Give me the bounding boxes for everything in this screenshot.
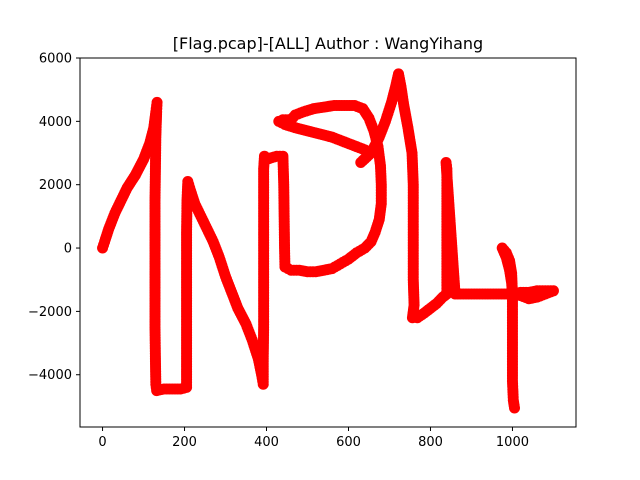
x-tick-label: 800 [418,435,443,450]
plot-frame [79,57,577,428]
chart-title: [Flag.pcap]-[ALL] Author : WangYihang [173,34,483,53]
axes-layer: 0 200 400 600 800 1000 −4000 −2000 0 2000 4000 6000 [28,52,577,450]
scatter-point [509,402,521,414]
y-tick-label: −4000 [28,368,72,383]
y-tick-label: 2000 [39,178,72,193]
y-tick-label: 0 [64,242,72,257]
points-layer [97,68,559,414]
x-tick-label: 400 [254,435,279,450]
y-tick-label: 4000 [39,115,72,130]
x-tick-label: 200 [172,435,197,450]
x-tick-label: 600 [336,435,361,450]
y-tick-label: −2000 [28,305,72,320]
x-tick-label: 1000 [496,435,529,450]
y-tick-label: 6000 [39,52,72,67]
x-tick-label: 0 [98,435,106,450]
